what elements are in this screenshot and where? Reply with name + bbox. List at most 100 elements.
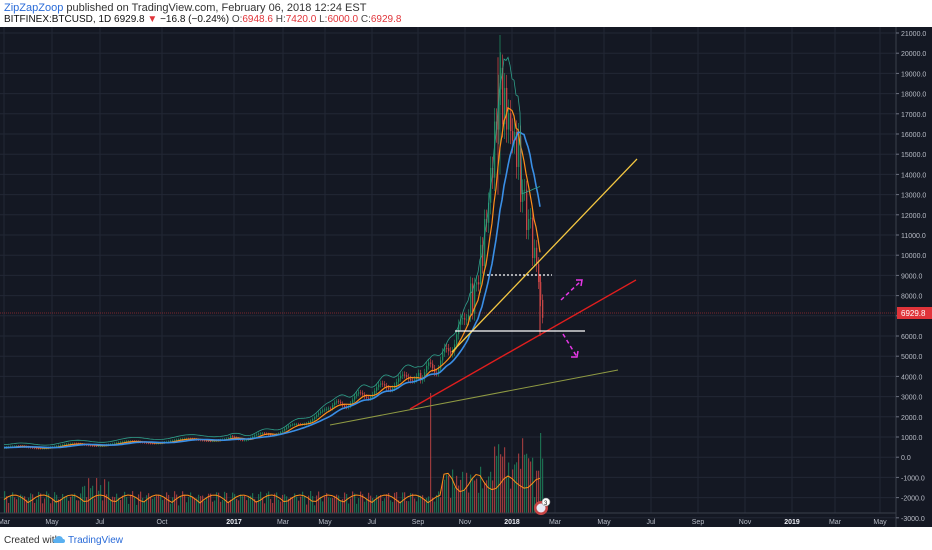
trendline-olive[interactable] bbox=[329, 369, 619, 426]
volume-bar bbox=[174, 491, 176, 513]
grid bbox=[0, 27, 896, 519]
volume-bar bbox=[178, 505, 180, 513]
candle-body bbox=[522, 190, 524, 202]
arrow-up-dashed[interactable] bbox=[560, 279, 583, 301]
event-badge[interactable]: 3 bbox=[534, 497, 551, 515]
volume-bar bbox=[316, 495, 318, 513]
candle-body bbox=[34, 447, 36, 449]
volume-bar bbox=[244, 495, 246, 513]
volume-bar bbox=[58, 499, 60, 513]
candle-body bbox=[404, 374, 406, 376]
volume-bar bbox=[262, 498, 264, 513]
trendline-yellow[interactable] bbox=[451, 158, 638, 353]
volume-bar bbox=[376, 495, 378, 513]
candle-body bbox=[412, 380, 414, 382]
volume-bar bbox=[526, 453, 528, 513]
volume-bar bbox=[508, 462, 510, 513]
volume-bar bbox=[460, 479, 462, 513]
volume-bar bbox=[278, 499, 280, 513]
candle-body bbox=[458, 324, 460, 335]
time-tick-label: May bbox=[873, 519, 887, 526]
volume-bar bbox=[114, 497, 116, 513]
candle-body bbox=[494, 121, 496, 178]
candle-body bbox=[392, 388, 394, 390]
candle-body bbox=[398, 378, 400, 382]
candle-body bbox=[530, 217, 532, 219]
volume-bar bbox=[24, 496, 26, 513]
candle-body bbox=[228, 438, 230, 439]
volume-bar bbox=[86, 497, 88, 513]
volume-bar bbox=[524, 454, 526, 513]
volume-bar bbox=[380, 494, 382, 513]
volume-bar bbox=[54, 492, 56, 513]
candle-body bbox=[264, 433, 266, 435]
arrow-down-dashed[interactable] bbox=[562, 333, 578, 358]
volume-bar bbox=[150, 497, 152, 513]
candle-body bbox=[476, 282, 478, 285]
candle-body bbox=[242, 439, 244, 441]
candle-body bbox=[472, 283, 474, 314]
candle-body bbox=[212, 440, 214, 442]
volume-bar bbox=[220, 501, 222, 513]
volume-bar bbox=[32, 494, 34, 513]
candle-body bbox=[296, 424, 298, 425]
volume-bar bbox=[276, 492, 278, 513]
volume-ma-line bbox=[3, 472, 541, 504]
candle-body bbox=[98, 445, 100, 447]
time-tick-label: Mar bbox=[549, 519, 562, 526]
volume-bar bbox=[228, 502, 230, 513]
volume-bar bbox=[308, 495, 310, 513]
volume-bar bbox=[90, 488, 92, 513]
volume-bar bbox=[122, 495, 124, 513]
volume-bar bbox=[10, 495, 12, 513]
candle-body bbox=[148, 442, 150, 444]
candle-body bbox=[378, 384, 380, 388]
time-tick-label: May bbox=[318, 519, 332, 526]
volume-bar bbox=[94, 498, 96, 513]
author-link[interactable]: ZipZapZoop bbox=[4, 2, 64, 14]
volume-bar bbox=[516, 462, 518, 513]
volume-bar bbox=[466, 472, 468, 513]
volume-bar bbox=[66, 496, 68, 513]
candle-body bbox=[92, 445, 94, 447]
volume-bar bbox=[488, 476, 490, 513]
time-axis[interactable]: Mar May Jul Oct 2017 Mar May Jul Sep Nov 2018 Mar Ma… bbox=[0, 512, 896, 526]
candle-body bbox=[390, 389, 392, 391]
volume-bar bbox=[542, 458, 544, 513]
volume-bar bbox=[38, 491, 40, 513]
candle-body bbox=[442, 352, 444, 361]
volume-bar bbox=[158, 494, 160, 513]
volume-bar bbox=[182, 491, 184, 513]
candle-body bbox=[368, 398, 370, 399]
time-tick-label: Mar bbox=[277, 519, 290, 526]
candle-body bbox=[262, 433, 264, 435]
volume-bar bbox=[420, 495, 422, 513]
candle-body bbox=[232, 436, 234, 438]
candle-body bbox=[120, 442, 122, 443]
trendline-red[interactable] bbox=[409, 279, 637, 410]
arrow-down-head-icon bbox=[571, 350, 579, 358]
tradingview-link[interactable]: TradingView bbox=[68, 535, 124, 546]
volume-bar bbox=[474, 480, 476, 513]
candle-body bbox=[176, 439, 178, 441]
candle-body bbox=[180, 439, 182, 440]
volume-bar bbox=[146, 495, 148, 513]
volume-bar bbox=[364, 501, 366, 513]
price-chart[interactable]: 21000.0 20000.0 19000.0 18000.0 17000.0 16000… bbox=[0, 27, 932, 527]
volume-bar bbox=[340, 500, 342, 513]
price-tick-label: 16000.0 bbox=[901, 132, 926, 139]
candle-body bbox=[112, 443, 114, 445]
time-tick-label: Nov bbox=[739, 519, 752, 526]
volume-bar bbox=[360, 491, 362, 513]
candle-body bbox=[400, 375, 402, 379]
candle-body bbox=[360, 392, 362, 394]
volume-bar bbox=[40, 493, 42, 513]
chart-area[interactable]: 21000.0 20000.0 19000.0 18000.0 17000.0 16000… bbox=[0, 27, 932, 527]
price-axis[interactable]: 21000.0 20000.0 19000.0 18000.0 17000.0 16000… bbox=[895, 27, 926, 527]
candle-body bbox=[358, 392, 360, 394]
price-tick-label: 19000.0 bbox=[901, 71, 926, 78]
volume-bar bbox=[428, 496, 430, 513]
candle-body bbox=[252, 436, 254, 438]
volume-bar bbox=[426, 497, 428, 513]
volume-bar bbox=[170, 503, 172, 513]
